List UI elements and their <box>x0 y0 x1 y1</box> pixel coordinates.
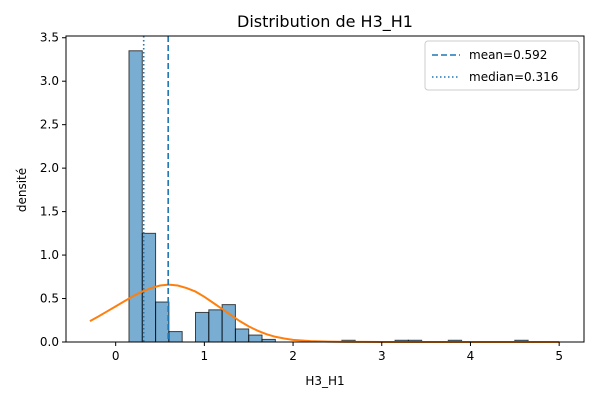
plot-frame <box>65 35 585 343</box>
histogram-bar <box>195 311 210 343</box>
x-axis-label: H3_H1 <box>305 374 344 388</box>
y-tick-label: 3.5 <box>40 31 59 45</box>
legend: mean=0.592 median=0.316 <box>424 40 580 91</box>
x-tick-label: 5 <box>555 349 563 363</box>
x-tick-label: 0 <box>112 349 120 363</box>
legend-box <box>424 40 580 91</box>
y-tick-label: 0.5 <box>40 292 59 306</box>
y-tick-label: 1.0 <box>40 248 59 262</box>
legend-label: mean=0.592 <box>469 48 547 62</box>
y-tick-label: 2.0 <box>40 161 59 175</box>
histogram-bar <box>155 301 170 343</box>
x-tick-label: 3 <box>378 349 386 363</box>
histogram-bar <box>208 309 223 343</box>
x-tick-label: 1 <box>201 349 209 363</box>
y-axis-label: densité <box>15 168 29 212</box>
x-tick-label: 4 <box>467 349 475 363</box>
histogram-bar <box>168 331 183 343</box>
y-tick-label: 0.0 <box>40 335 59 349</box>
reference-lines <box>142 36 169 342</box>
histogram-bar <box>234 328 250 343</box>
axes: 0 1 2 3 4 5 0.0 0.5 1.0 1.5 2.0 2.5 3.0 3.5 <box>40 31 585 363</box>
legend-label: median=0.316 <box>469 70 558 84</box>
y-tick-label: 1.5 <box>40 205 59 219</box>
y-tick-label: 3.0 <box>40 74 59 88</box>
y-tick-label: 2.5 <box>40 118 59 132</box>
x-tick-label: 2 <box>289 349 297 363</box>
chart-title: Distribution de H3_H1 <box>237 12 413 32</box>
histogram-bar <box>248 334 263 343</box>
